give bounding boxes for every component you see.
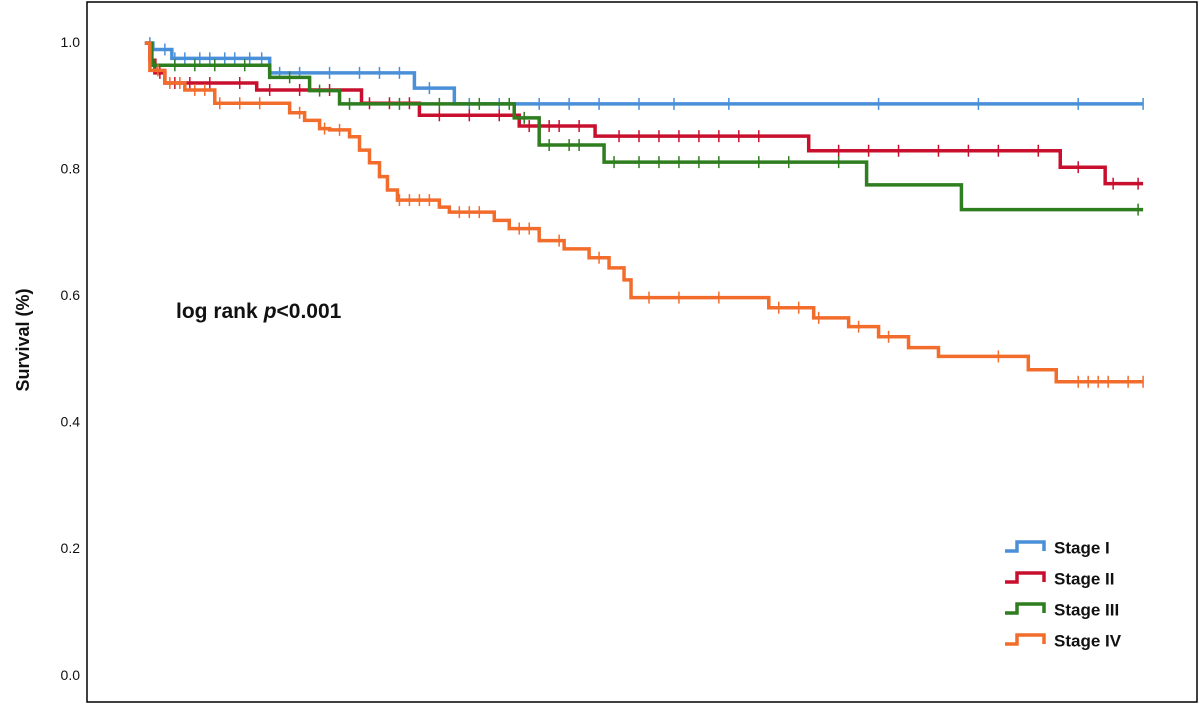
legend-label: Stage II	[1054, 569, 1114, 588]
legend-swatch	[1005, 602, 1046, 615]
y-axis-label: Survival (%)	[13, 288, 33, 391]
legend-swatch	[1005, 540, 1046, 553]
y-tick-label: 0.2	[61, 540, 81, 556]
legend-label: Stage I	[1054, 538, 1110, 557]
y-tick-label: 0.0	[61, 667, 81, 683]
legend-label: Stage III	[1054, 600, 1119, 619]
legend-swatch	[1005, 633, 1046, 646]
plot-frame	[86, 1, 1198, 703]
y-tick-label: 0.6	[61, 287, 81, 303]
legend-label: Stage IV	[1054, 631, 1122, 650]
y-tick-label: 1.0	[61, 34, 81, 50]
survival-curve	[144, 41, 1144, 212]
annotation-text: log rank	[176, 300, 258, 323]
survival-curve	[144, 41, 1144, 384]
y-tick-label: 0.4	[61, 414, 81, 430]
y-tick-label: 0.8	[61, 160, 81, 176]
annotation: log rank p<0.001	[176, 300, 342, 323]
annotation-italic: p	[263, 300, 277, 323]
legend-swatch	[1005, 571, 1046, 584]
survival-curve	[144, 41, 1144, 106]
annotation-suffix: <0.001	[277, 300, 342, 323]
